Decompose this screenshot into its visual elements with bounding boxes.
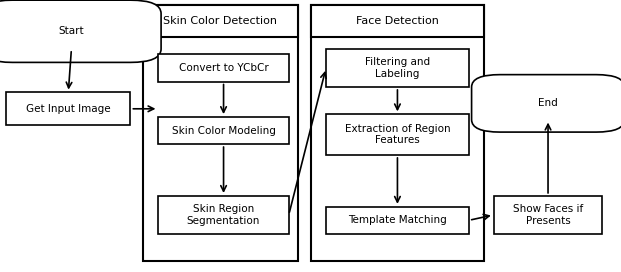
Text: Skin Region
Segmentation: Skin Region Segmentation xyxy=(187,204,260,226)
Bar xyxy=(326,114,469,155)
Bar xyxy=(158,196,289,234)
Bar xyxy=(310,5,484,37)
Bar xyxy=(494,196,602,234)
Text: Face Detection: Face Detection xyxy=(356,16,439,26)
Text: Get Input Image: Get Input Image xyxy=(26,104,111,114)
Text: Show Faces if
Presents: Show Faces if Presents xyxy=(513,204,583,226)
Text: Extraction of Region
Features: Extraction of Region Features xyxy=(345,124,450,146)
Text: Template Matching: Template Matching xyxy=(348,215,447,225)
Text: Start: Start xyxy=(58,26,84,36)
Bar xyxy=(158,54,289,82)
Bar xyxy=(143,5,298,37)
Bar xyxy=(158,117,289,144)
Text: Convert to YCbCr: Convert to YCbCr xyxy=(179,63,268,73)
Bar xyxy=(310,5,484,261)
Text: Skin Color Modeling: Skin Color Modeling xyxy=(171,126,276,135)
Bar xyxy=(326,207,469,234)
Text: Filtering and
Labeling: Filtering and Labeling xyxy=(365,57,430,79)
Bar xyxy=(6,92,130,125)
FancyBboxPatch shape xyxy=(471,75,621,132)
FancyBboxPatch shape xyxy=(0,0,161,62)
Bar xyxy=(326,49,469,87)
Text: End: End xyxy=(538,98,558,108)
Text: Skin Color Detection: Skin Color Detection xyxy=(163,16,278,26)
Bar xyxy=(143,5,298,261)
